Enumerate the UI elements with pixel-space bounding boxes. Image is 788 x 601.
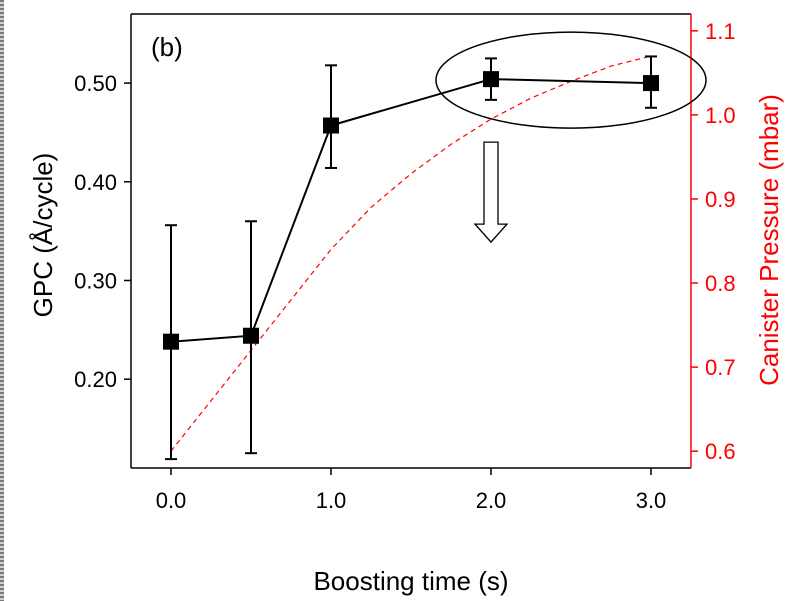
down-arrow-icon: [473, 141, 509, 244]
axes: [130, 13, 692, 469]
data-point: [243, 327, 259, 344]
y-right-axis-title: Canister Pressure (mbar): [754, 94, 784, 386]
panel-label: (b): [151, 32, 183, 62]
data-point: [323, 117, 339, 134]
y-right-tick-label: 0.7: [705, 355, 736, 380]
y-left-tick-label: 0.40: [74, 170, 117, 195]
y-left-tick-label: 0.50: [74, 71, 117, 96]
x-tick-label: 2.0: [476, 488, 507, 513]
data-point: [163, 333, 179, 350]
data-point: [643, 75, 659, 92]
series-canister-pressure: [170, 55, 652, 452]
y-right-tick-label: 1.1: [705, 19, 736, 44]
y-left-tick-label: 0.30: [74, 268, 117, 293]
y-right-tick-label: 1.0: [705, 103, 736, 128]
gpc-line: [170, 78, 652, 343]
x-axis-title: Boosting time (s): [313, 566, 508, 596]
left-edge-border: [0, 0, 4, 601]
series-gpc: [163, 55, 659, 461]
x-tick-label: 0.0: [156, 488, 187, 513]
y-left-axis-title: GPC (Å/cycle): [28, 153, 58, 318]
data-point: [483, 71, 499, 88]
y-right-tick-label: 0.9: [705, 187, 736, 212]
ticks: 0.0 1.0 2.0 3.0 0.20 0.30 0.40 0.50 0.6 0.7 0.8 0.9…: [74, 19, 735, 513]
x-tick-label: 3.0: [636, 488, 667, 513]
x-tick-label: 1.0: [316, 488, 347, 513]
y-right-tick-label: 0.8: [705, 271, 736, 296]
y-left-tick-label: 0.20: [74, 367, 117, 392]
y-right-tick-label: 0.6: [705, 439, 736, 464]
highlight-ellipse: [435, 31, 707, 129]
pressure-dashed-line: [170, 55, 652, 452]
annotations: [435, 31, 707, 244]
